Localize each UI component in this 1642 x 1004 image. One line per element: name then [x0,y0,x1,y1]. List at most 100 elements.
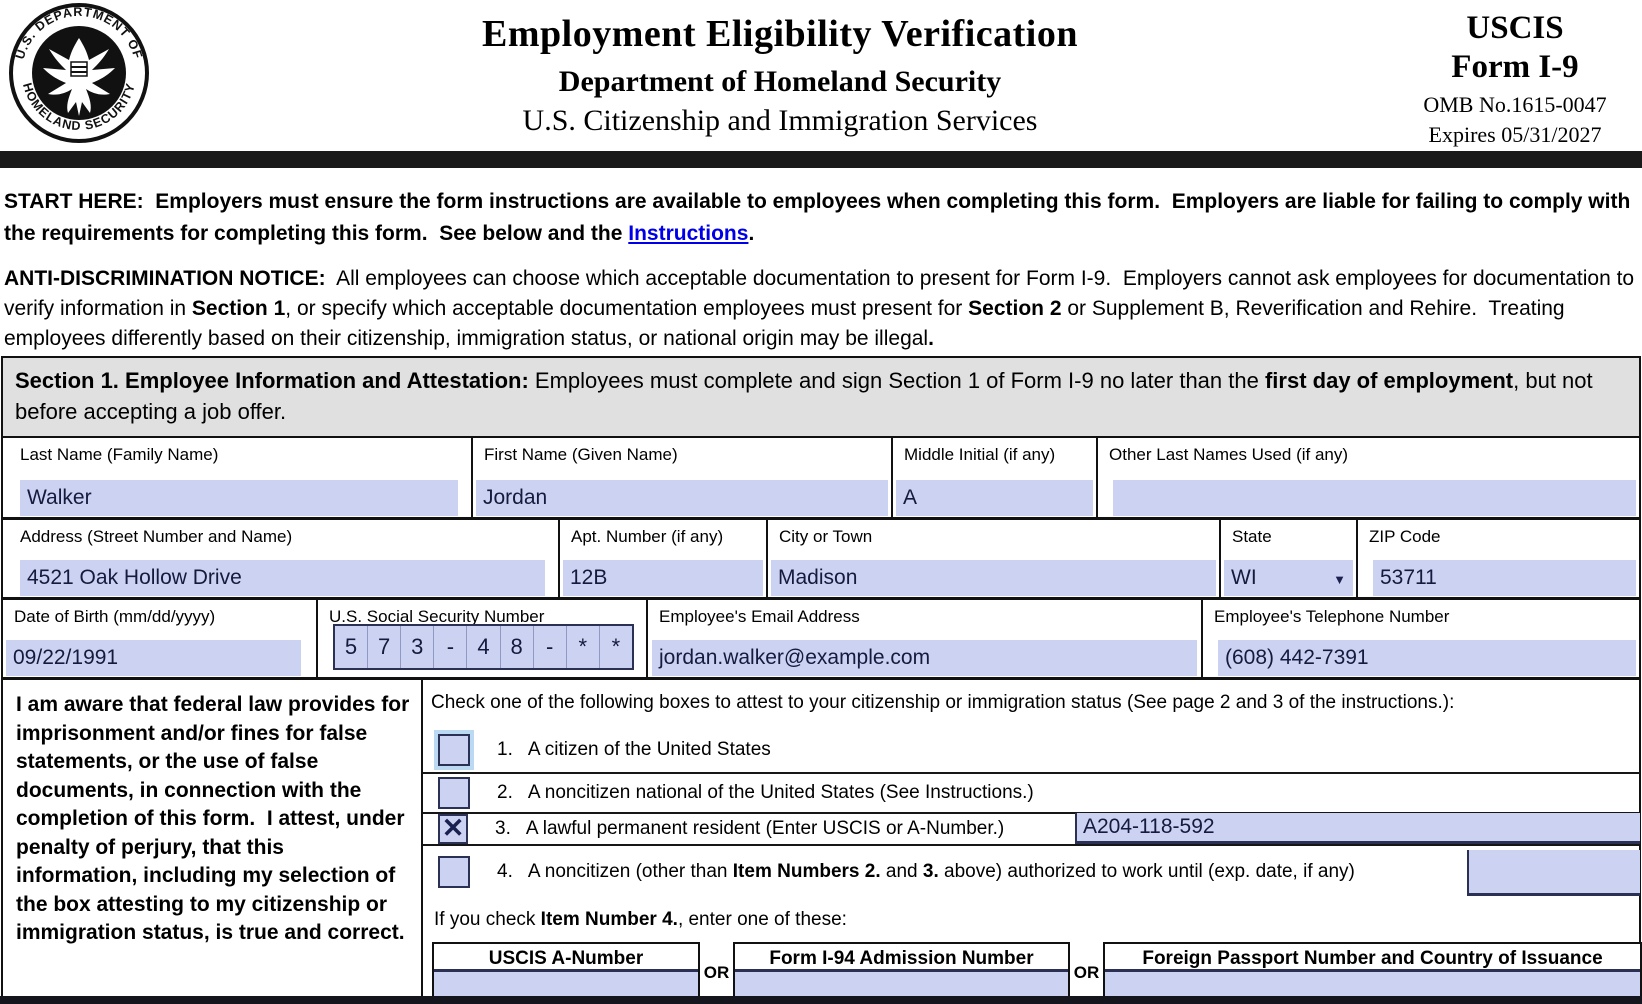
attestation-section: I am aware that federal law provides for… [1,680,1641,996]
or-label: OR [703,963,730,982]
phone-cell: Employee's Telephone Number (608) 442-73… [1203,600,1639,677]
checkbox-checked-icon: ✕ [441,813,465,843]
first-name-label: First Name (Given Name) [484,445,678,464]
anti-bold-section1: Section 1 [191,297,286,321]
ssn-digit[interactable]: 3 [401,626,435,668]
first-name-cell: First Name (Given Name) Jordan [473,438,893,517]
ssn-digit[interactable]: 5 [335,626,369,668]
checkbox-noncitizen-authorized[interactable] [438,856,470,888]
ssn-digit[interactable]: * [611,634,621,659]
item-number: 3. [495,817,511,839]
checkbox-citizen[interactable] [438,734,470,766]
city-cell: City or Town Madison [768,520,1221,597]
i94-number-box: Form I-94 Admission Number [733,942,1070,1001]
dob-input[interactable]: 09/22/1991 [6,640,301,676]
dob-ssn-row: Date of Birth (mm/dd/yyyy) 09/22/1991 U.… [1,600,1641,680]
phone-input[interactable]: (608) 442-7391 [1218,640,1636,676]
ssn-input[interactable]: 5 7 3 - 4 8 - * * [333,624,634,670]
item-number: 4. [497,861,513,882]
citizenship-instruction: Check one of the following boxes to atte… [431,692,1455,713]
i94-number-input[interactable] [735,972,1068,999]
zip-cell: ZIP Code 53711 [1358,520,1639,597]
uscis-a-number-input[interactable] [434,972,698,999]
item-number: 2. [497,782,513,803]
address-label: Address (Street Number and Name) [20,527,293,546]
anti-text-3: or Supplement B, Reverification and Rehi… [4,297,1565,351]
first-name-input[interactable]: Jordan [476,480,888,516]
middle-initial-label: Middle Initial (if any) [904,445,1056,464]
address-input[interactable]: 4521 Oak Hollow Drive [20,560,545,596]
page-title: Employment Eligibility Verification [482,13,1078,55]
note-text-2: , enter one of these: [677,909,847,930]
note-text-1: If you check [434,909,541,930]
email-cell: Employee's Email Address jordan.walker@e… [648,600,1203,677]
other-last-names-input[interactable] [1113,480,1636,516]
ssn-separator: - [534,626,567,668]
dob-label: Date of Birth (mm/dd/yyyy) [14,607,216,626]
state-cell: State WI ▼ [1221,520,1358,597]
foreign-passport-input[interactable] [1105,972,1640,999]
city-input[interactable]: Madison [771,560,1216,596]
expiration-date-input[interactable] [1467,850,1640,896]
section1-bold-first-day: first day of employment [1264,368,1514,393]
last-name-cell: Last Name (Family Name) Walker [3,438,473,517]
state-value: WI [1231,566,1257,589]
expiration-date: Expires 05/31/2027 [1428,122,1602,147]
instructions-link[interactable]: Instructions [628,221,749,245]
a-number-input[interactable]: A204-118-592 [1075,813,1640,844]
note-bold: Item Number 4. [540,909,678,930]
ssn-digit[interactable]: 8 [501,626,534,668]
start-here-paragraph: START HERE: Employers must ensure the fo… [4,186,1638,249]
ssn-digit[interactable]: 4 [467,626,501,668]
item-label: A noncitizen national of the United Stat… [527,782,1034,803]
apt-number-cell: Apt. Number (if any) 12B [560,520,768,597]
last-name-input[interactable]: Walker [20,480,458,516]
section1-text-2: , but not before accepting a job offer. [15,368,1593,425]
form-number: Form I-9 [1451,49,1579,85]
dob-cell: Date of Birth (mm/dd/yyyy) 09/22/1991 [3,600,318,677]
anti-bold-section2: Section 2 [968,297,1062,321]
foreign-passport-box: Foreign Passport Number and Country of I… [1103,942,1642,1001]
ssn-digit[interactable]: 7 [368,626,402,668]
item4-note: If you check Item Number 4., enter one o… [434,909,847,931]
phone-label: Employee's Telephone Number [1214,607,1450,626]
item-label: A lawful permanent resident (Enter USCIS… [525,817,1005,839]
address-row: Address (Street Number and Name) 4521 Oa… [1,520,1641,600]
citizenship-item-1: 1. A citizen of the United States [422,728,1639,772]
dhs-seal-icon: U.S. DEPARTMENT OF HOMELAND SECURITY [8,2,150,144]
checkbox-noncitizen-national[interactable] [438,777,470,809]
page-bottom-divider [0,996,1642,1004]
foreign-passport-header: Foreign Passport Number and Country of I… [1105,944,1640,972]
i94-number-header: Form I-94 Admission Number [735,944,1068,972]
omb-number: OMB No.1615-0047 [1423,92,1607,117]
checkbox-lawful-permanent-resident[interactable]: ✕ [438,813,468,844]
state-dropdown-arrow-icon[interactable]: ▼ [1333,572,1346,587]
department-subtitle: Department of Homeland Security [558,65,1002,98]
state-select[interactable]: WI ▼ [1224,560,1353,596]
anti-discrimination-label: ANTI-DISCRIMINATION NOTICE: [4,267,326,290]
apt-number-input[interactable]: 12B [563,560,763,596]
other-last-names-cell: Other Last Names Used (if any) [1098,438,1639,517]
other-last-names-label: Other Last Names Used (if any) [1109,445,1349,464]
start-here-period: . [748,221,755,245]
item4-text-1: A noncitizen (other than [527,861,733,882]
ssn-digit[interactable]: * [567,626,600,668]
anti-text-period: . [928,327,934,351]
middle-initial-input[interactable]: A [896,480,1093,516]
zip-label: ZIP Code [1369,527,1441,546]
citizenship-item-4: 4. A noncitizen (other than Item Numbers… [422,850,1639,894]
start-here-text: START HERE: Employers must ensure the fo… [4,190,1631,245]
address-cell: Address (Street Number and Name) 4521 Oa… [3,520,560,597]
item-label: A noncitizen (other than Item Numbers 2.… [528,861,1355,883]
email-input[interactable]: jordan.walker@example.com [652,640,1197,676]
name-row: Last Name (Family Name) Walker First Nam… [1,438,1641,520]
item4-text-2: and [880,861,923,882]
form-header-titles: Employment Eligibility Verification Depa… [360,12,1200,138]
zip-input[interactable]: 53711 [1373,560,1636,596]
section1-text-1: Employees must complete and sign Section… [528,368,1265,393]
email-label: Employee's Email Address [659,607,860,626]
anti-text-2: , or specify which acceptable documentat… [285,297,969,321]
item-divider [423,844,1640,846]
item4-bold-2: 3. [922,861,939,882]
ssn-cell: U.S. Social Security Number 5 7 3 - 4 8 … [318,600,648,677]
